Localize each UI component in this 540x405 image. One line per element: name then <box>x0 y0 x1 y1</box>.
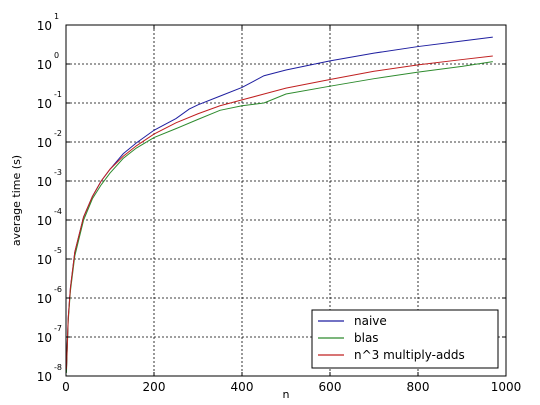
x-tick-labels: 0 200 400 600 800 1000 <box>62 380 521 394</box>
y-tick-label-base: 10 <box>37 19 52 33</box>
y-tick-label-base: 10 <box>37 370 52 384</box>
y-tick-label: 10-8 <box>37 363 62 384</box>
y-tick-label-base: 10 <box>37 58 52 72</box>
y-tick-label: 10-4 <box>37 207 62 228</box>
ticks <box>65 24 507 377</box>
y-tick-label-exponent: 0 <box>54 51 59 60</box>
y-tick-label-exponent: -3 <box>54 168 62 177</box>
series-line-n-3-multiply-adds <box>65 55 493 370</box>
y-tick-label: 100 <box>37 51 59 72</box>
y-tick-label-base: 10 <box>37 97 52 111</box>
y-tick-label: 10-3 <box>37 168 62 189</box>
y-axis-label: average time (s) <box>10 155 23 246</box>
y-tick-label: 10-2 <box>37 129 62 150</box>
y-tick-label-base: 10 <box>37 292 52 306</box>
y-tick-label-exponent: -1 <box>54 90 62 99</box>
legend-label: n^3 multiply-adds <box>354 348 465 362</box>
y-tick-label-exponent: -7 <box>54 324 62 333</box>
legend-entry: blas <box>318 331 379 345</box>
legend: naive blas n^3 multiply-adds <box>311 309 499 369</box>
x-axis-label: n <box>283 388 290 401</box>
y-tick-label-exponent: -4 <box>54 207 62 216</box>
y-tick-label: 10-7 <box>37 324 62 345</box>
y-tick-label: 10-5 <box>37 246 62 267</box>
y-tick-label-exponent: 1 <box>54 12 59 21</box>
legend-label: blas <box>354 331 379 345</box>
x-tick-label: 1000 <box>491 380 522 394</box>
legend-entry: n^3 multiply-adds <box>318 348 465 362</box>
series-layer <box>65 36 493 373</box>
plot-frame <box>65 24 507 377</box>
y-tick-label-base: 10 <box>37 331 52 345</box>
y-tick-label-base: 10 <box>37 175 52 189</box>
series-line-blas <box>65 61 493 373</box>
y-tick-label-exponent: -2 <box>54 129 62 138</box>
legend-label: naive <box>354 314 387 328</box>
y-tick-label-exponent: -8 <box>54 363 62 372</box>
y-tick-label-base: 10 <box>37 214 52 228</box>
y-tick-label-base: 10 <box>37 136 52 150</box>
y-tick-label: 101 <box>37 12 59 33</box>
legend-box <box>311 309 499 369</box>
y-tick-label-exponent: -5 <box>54 246 62 255</box>
y-tick-label: 10-6 <box>37 285 62 306</box>
x-tick-label: 600 <box>319 380 342 394</box>
legend-entry: naive <box>318 314 387 328</box>
x-tick-label: 800 <box>407 380 430 394</box>
x-tick-label: 400 <box>231 380 254 394</box>
y-tick-label-base: 10 <box>37 253 52 267</box>
y-tick-label-exponent: -6 <box>54 285 62 294</box>
x-tick-label: 200 <box>143 380 166 394</box>
x-tick-label: 0 <box>62 380 70 394</box>
y-tick-label: 10-1 <box>37 90 62 111</box>
